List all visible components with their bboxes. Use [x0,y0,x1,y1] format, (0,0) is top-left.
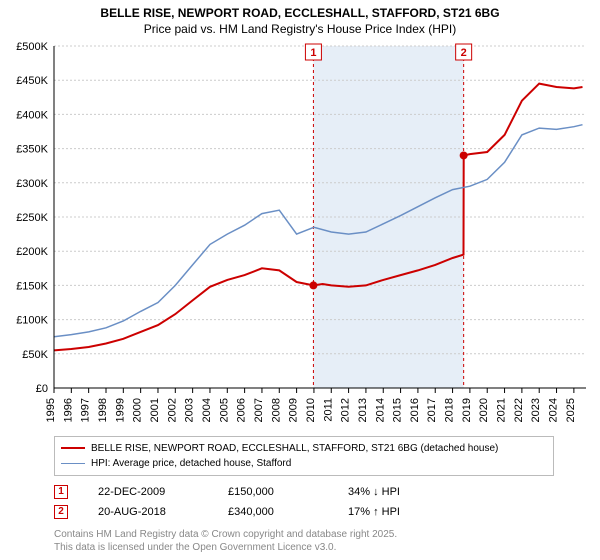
x-tick-label: 2009 [288,398,300,422]
x-tick-label: 2007 [253,398,265,422]
x-tick-label: 1997 [80,398,92,422]
y-tick-label: £300K [16,177,48,189]
x-tick-label: 1996 [62,398,74,422]
y-tick-label: £450K [16,75,48,87]
x-tick-label: 1999 [114,398,126,422]
legend-box: BELLE RISE, NEWPORT ROAD, ECCLESHALL, ST… [54,436,554,476]
sale-row: 2 20-AUG-2018£340,00017% ↑ HPI [54,502,600,522]
legend-item: BELLE RISE, NEWPORT ROAD, ECCLESHALL, ST… [61,441,547,456]
x-tick-label: 2011 [322,398,334,422]
y-tick-label: £250K [16,212,48,224]
x-tick-label: 2021 [496,398,508,422]
x-tick-label: 2024 [548,398,560,422]
x-tick-label: 2019 [461,398,473,422]
x-tick-label: 2006 [236,398,248,422]
x-tick-label: 2010 [305,398,317,422]
legend-swatch [61,447,85,449]
x-tick-label: 2025 [565,398,577,422]
y-tick-label: £150K [16,280,48,292]
x-tick-label: 2002 [166,398,178,422]
sale-row-date: 20-AUG-2018 [98,506,228,518]
x-tick-label: 1998 [97,398,109,422]
y-tick-label: £200K [16,246,48,258]
y-tick-label: £100K [16,314,48,326]
y-tick-label: £0 [36,383,48,395]
x-tick-label: 2016 [409,398,421,422]
sales-table: 1 22-DEC-2009£150,00034% ↓ HPI 2 20-AUG-201… [54,482,600,522]
chart-svg: £0 £50K £100K £150K £200K £250K £300K £350K £400… [0,40,600,430]
footer-line2: This data is licensed under the Open Gov… [54,541,600,554]
x-tick-label: 2020 [478,398,490,422]
sale-row-price: £150,000 [228,486,348,498]
x-tick-label: 2013 [357,398,369,422]
x-tick-label: 2003 [184,398,196,422]
sale-row-diff: 17% ↑ HPI [348,506,468,518]
sale-point-dot [460,151,468,159]
sale-row-price: £340,000 [228,506,348,518]
legend-item: HPI: Average price, detached house, Staf… [61,456,547,471]
chart-title-line2: Price paid vs. HM Land Registry's House … [0,22,600,40]
legend-label: BELLE RISE, NEWPORT ROAD, ECCLESHALL, ST… [91,441,498,456]
chart-area: £0 £50K £100K £150K £200K £250K £300K £350K £400… [0,40,600,430]
legend-swatch [61,463,85,464]
sale-row-marker: 1 [54,485,68,499]
sale-point-dot [309,281,317,289]
x-tick-label: 2017 [426,398,438,422]
x-tick-label: 2014 [374,398,386,422]
chart-title-line1: BELLE RISE, NEWPORT ROAD, ECCLESHALL, ST… [0,0,600,22]
x-tick-label: 2023 [530,398,542,422]
sale-marker-number: 1 [310,47,316,59]
x-tick-label: 2012 [340,398,352,422]
x-tick-label: 1995 [45,398,57,422]
x-tick-label: 2005 [218,398,230,422]
sale-row-diff: 34% ↓ HPI [348,486,468,498]
y-tick-label: £350K [16,143,48,155]
sale-row: 1 22-DEC-2009£150,00034% ↓ HPI [54,482,600,502]
y-tick-label: £400K [16,109,48,121]
footer-attribution: Contains HM Land Registry data © Crown c… [54,528,600,554]
x-tick-label: 2008 [270,398,282,422]
x-tick-label: 2018 [444,398,456,422]
legend-label: HPI: Average price, detached house, Staf… [91,456,291,471]
x-tick-label: 2000 [132,398,144,422]
footer-line1: Contains HM Land Registry data © Crown c… [54,528,600,541]
x-tick-label: 2004 [201,398,213,422]
y-tick-label: £50K [22,348,48,360]
x-tick-label: 2015 [392,398,404,422]
sale-row-marker: 2 [54,505,68,519]
x-tick-label: 2022 [513,398,525,422]
sale-row-date: 22-DEC-2009 [98,486,228,498]
x-tick-label: 2001 [149,398,161,422]
y-tick-label: £500K [16,41,48,53]
sale-marker-number: 2 [461,47,467,59]
